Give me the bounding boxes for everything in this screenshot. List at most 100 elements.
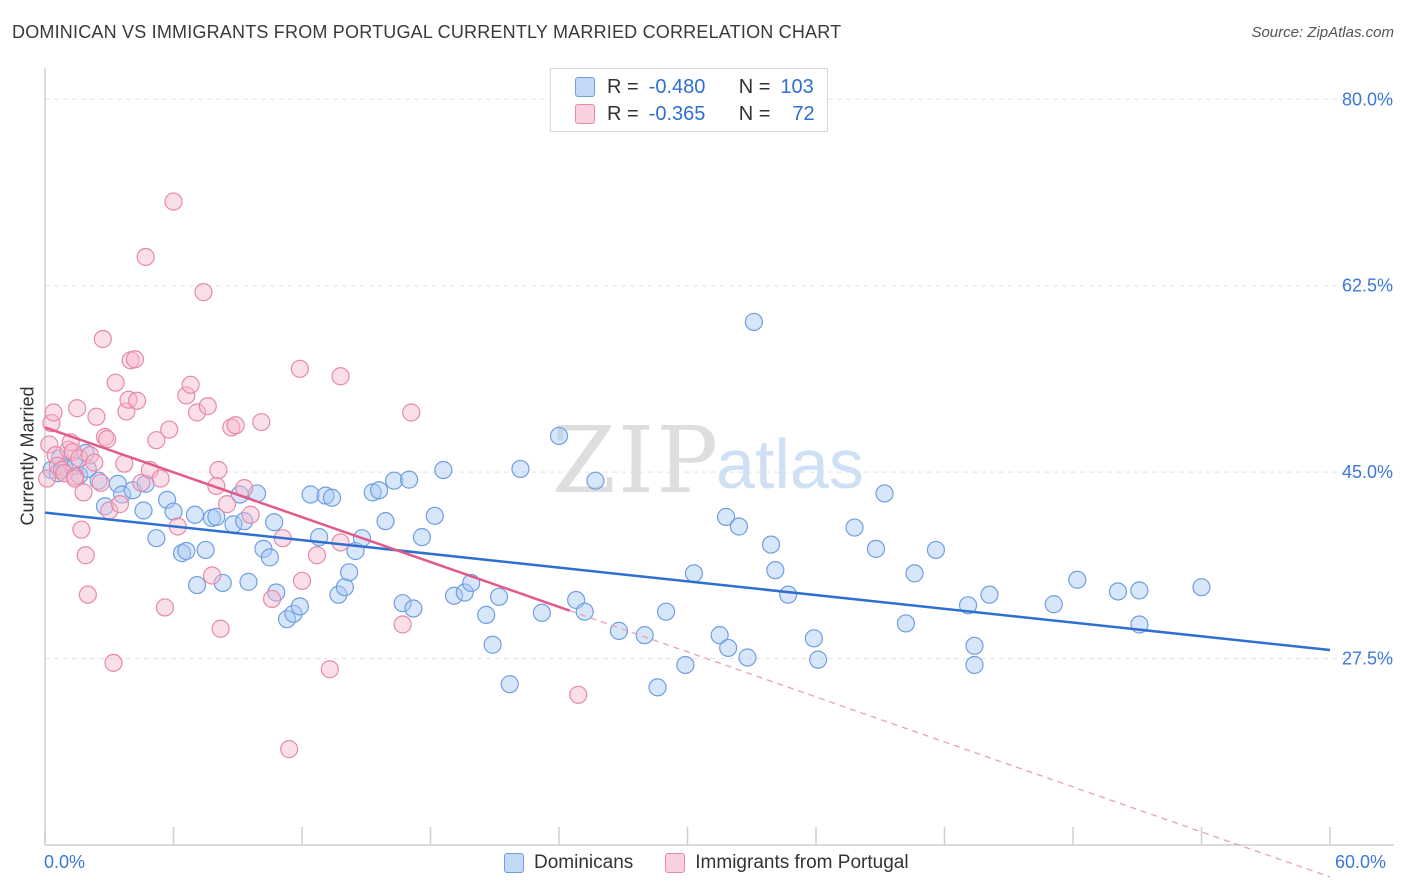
watermark-atlas: atlas [716,425,864,503]
dominicans-point [239,572,258,591]
legend-swatch-dominicans [575,77,595,97]
dominicans-point [147,529,166,548]
portugal-trend-extension [569,610,1331,878]
dominicans-point [412,528,432,547]
portugal-point [91,473,110,492]
portugal-point [211,619,230,638]
dominicans-point [260,548,279,567]
portugal-point [217,495,237,514]
portugal-point [44,403,63,422]
portugal-point [93,329,112,349]
portugal-point [38,469,57,488]
dominicans-point [1130,581,1149,600]
x-tick-label-min: 0.0% [44,852,86,872]
dominicans-point [290,597,309,616]
portugal-point [292,571,312,590]
dominicans-point [586,471,605,490]
y-tick-label: 27.5% [1342,649,1393,669]
dominicans-point [804,629,823,648]
portugal-trend-line [44,426,571,612]
dominicans-point [676,655,695,675]
trend-lines [44,426,1331,878]
dominicans-point [134,501,153,520]
portugal-point [147,431,166,450]
portugal-point [72,520,91,539]
dominicans-point [489,587,509,606]
legend-r-label: R = [607,102,639,125]
portugal-point [280,740,299,759]
dominicans-point [483,635,502,654]
portugal-point [307,546,327,565]
portugal-point [136,247,155,267]
portugal-point [85,453,104,472]
dominicans-point [609,621,629,640]
series-legend-label-portugal: Immigrants from Portugal [695,852,909,873]
portugal-point [76,546,95,565]
dominicans-point [335,578,354,597]
source-label: Source: ZipAtlas.com [1251,24,1394,41]
dominicans-point [738,648,757,667]
axes: 27.5% 45.0% 62.5% 80.0% [44,68,1394,846]
y-axis-label: Currently Married [17,386,38,526]
series-legend-label-dominicans: Dominicans [534,852,634,873]
portugal-point [40,435,59,454]
series-legend-swatch-portugal [665,853,686,873]
portugal-point [127,391,147,410]
dominicans-point [477,605,496,625]
series-legend-swatch-dominicans [504,853,524,873]
dominicans-point [896,614,916,633]
portugal-point [202,566,222,585]
dominicans-point [905,564,924,583]
dominicans-point [164,502,183,521]
dominicans-point [370,481,389,500]
dominicans-point [434,460,453,480]
portugal-point [252,412,271,432]
dominicans-point [980,585,999,604]
portugal-point [393,615,412,634]
data-points [38,192,1211,759]
dominicans-point [744,312,763,332]
portugal-point [402,403,421,422]
portugal-point [106,373,125,392]
y-tick-label: 62.5% [1342,276,1393,296]
portugal-point [194,283,213,302]
dominicans-point [455,583,474,602]
series-legend-item-dominicans: Dominicans [504,852,633,874]
dominicans-point [213,573,232,593]
dominicans-point [177,541,196,561]
dominicans-point [926,540,946,560]
portugal-point [290,359,309,378]
dominicans-point [635,626,654,645]
dominicans-point [866,539,886,558]
dominicans-point [301,485,320,504]
dominicans-point [425,506,444,525]
dominicans-point [1068,570,1087,589]
dominicans-point [185,505,205,524]
dominicans-trend-line [44,511,1331,652]
portugal-point [87,407,106,426]
portugal-point [74,483,93,502]
dominicans-point [404,599,423,618]
dominicans-point [1044,595,1063,614]
dominicans-point [549,426,569,446]
portugal-point [177,386,196,405]
watermark: ZIP atlas [552,407,864,514]
portugal-point [160,420,179,439]
dominicans-point [684,564,704,583]
dominicans-point [965,655,984,675]
portugal-point [320,660,339,679]
watermark-zip: ZIP [552,407,720,514]
dominicans-point [284,604,303,623]
legend-r-value: -0.480 [648,75,706,98]
legend-row-dominicans: R = -0.480 N = 103 [575,75,814,99]
portugal-point [151,469,170,488]
dominicans-point [196,540,215,560]
portugal-point [241,505,260,524]
portugal-point [104,653,123,672]
portugal-point [65,469,85,488]
dominicans-point [393,594,412,613]
portugal-point [209,460,228,480]
dominicans-point [716,507,736,526]
dominicans-point [207,507,226,526]
dominicans-point [444,586,464,605]
